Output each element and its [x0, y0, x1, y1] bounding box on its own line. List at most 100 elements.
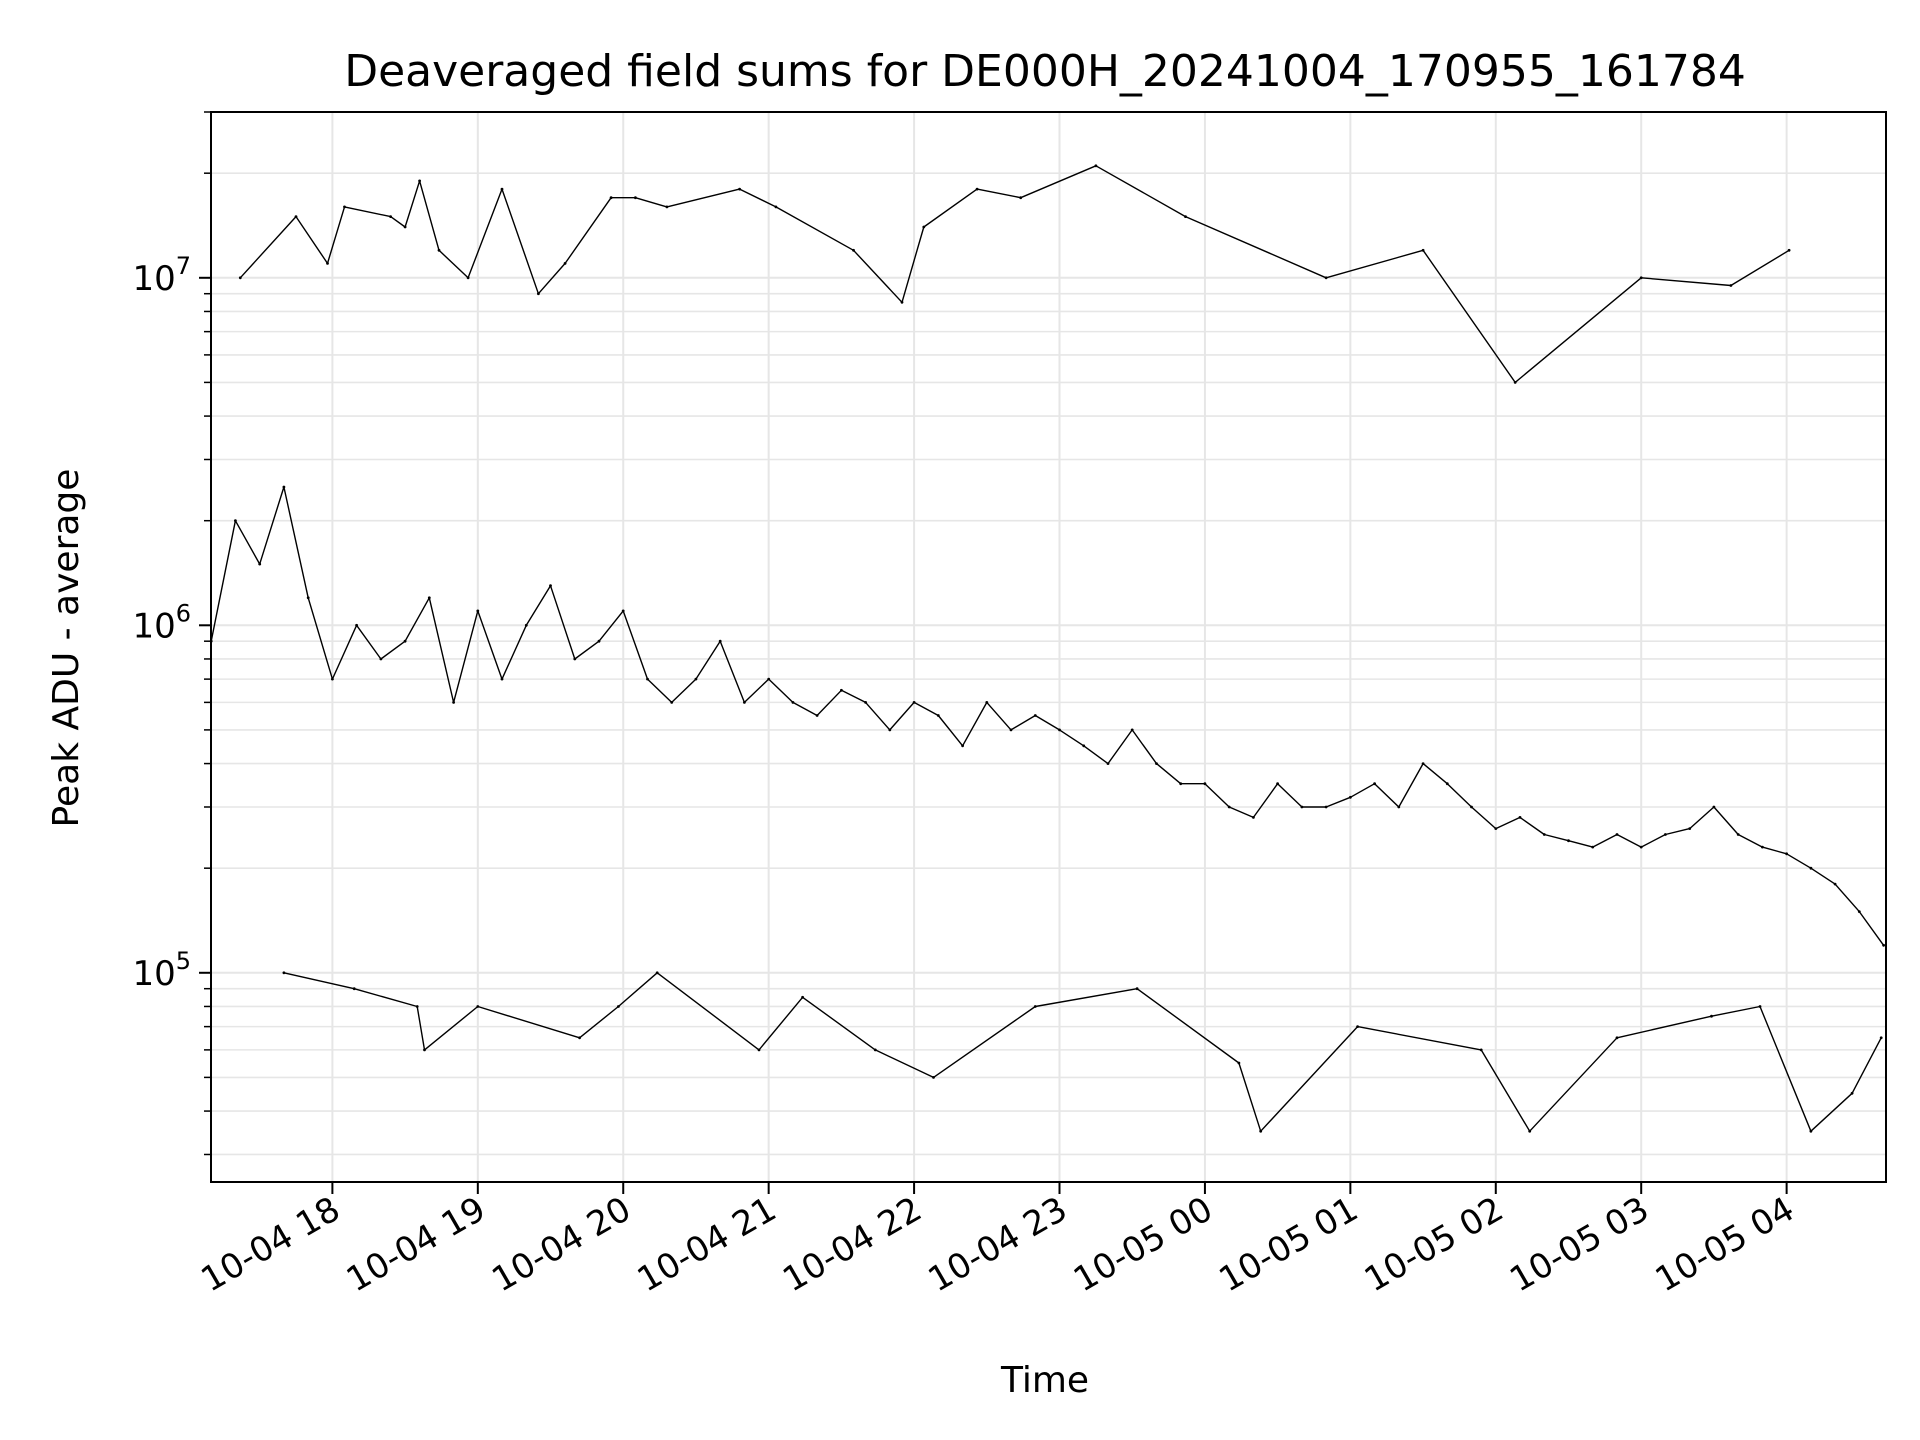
data-point: [1712, 805, 1716, 809]
data-point: [326, 262, 329, 265]
data-point: [900, 300, 904, 304]
data-point: [234, 519, 237, 523]
data-point: [476, 609, 480, 613]
x-tick-label: 10-05 03: [1503, 1189, 1655, 1300]
data-point: [1009, 728, 1013, 732]
data-point: [1135, 987, 1139, 991]
data-point: [694, 677, 698, 681]
data-point: [767, 677, 771, 681]
data-point: [1850, 1091, 1854, 1095]
data-point: [238, 276, 242, 280]
data-point: [1421, 248, 1425, 252]
data-point: [621, 609, 625, 613]
data-point: [549, 584, 552, 588]
data-point: [1252, 816, 1255, 819]
data-point: [1237, 1061, 1241, 1065]
data-point: [389, 215, 392, 219]
data-point: [1639, 845, 1643, 849]
data-point: [1567, 839, 1570, 843]
data-point: [1688, 827, 1692, 830]
data-point: [1591, 845, 1595, 849]
data-point: [1882, 943, 1885, 947]
data-point: [1184, 215, 1187, 219]
data-point: [1528, 1129, 1532, 1133]
grid-lines: [211, 111, 1886, 1182]
data-point: [852, 248, 855, 252]
data-point: [573, 657, 577, 661]
data-point: [665, 205, 669, 209]
data-point: [840, 688, 843, 692]
data-point: [670, 701, 674, 704]
data-point: [743, 701, 746, 704]
data-point: [331, 677, 334, 681]
plot-frame: [210, 111, 1887, 1183]
data-point: [1082, 744, 1086, 748]
data-point: [922, 225, 926, 229]
data-point: [500, 187, 504, 191]
data-point: [1300, 805, 1304, 809]
data-point: [423, 1048, 426, 1052]
data-point: [1349, 795, 1352, 799]
data-point: [427, 596, 431, 600]
data-point: [1324, 276, 1328, 280]
x-tick-label: 10-05 02: [1358, 1189, 1510, 1300]
data-point: [1758, 1005, 1762, 1008]
x-tick-label: 10-04 22: [776, 1189, 928, 1300]
data-point: [352, 987, 356, 991]
series-line-1: [210, 486, 1885, 946]
data-point: [609, 196, 613, 200]
data-point: [646, 677, 649, 681]
data-point: [655, 971, 659, 975]
y-tick-label: 105: [132, 947, 191, 994]
data-point: [1356, 1025, 1359, 1028]
data-point: [597, 639, 601, 643]
data-point: [282, 971, 286, 975]
x-tick-label: 10-04 21: [631, 1189, 783, 1300]
x-tick-label: 10-04 18: [194, 1189, 346, 1300]
data-point: [1615, 833, 1619, 836]
data-point: [1710, 1014, 1713, 1018]
data-point: [437, 248, 441, 252]
data-point: [1809, 866, 1813, 870]
x-tick-label: 10-04 19: [340, 1189, 492, 1300]
y-axis: 105 106 107: [132, 111, 211, 1156]
data-point: [1879, 1036, 1883, 1040]
data-point: [500, 677, 504, 681]
series-line-2: [239, 165, 1790, 384]
data-point: [563, 262, 567, 265]
data-point: [1033, 1005, 1037, 1008]
x-tick-label: 10-04 20: [485, 1189, 637, 1300]
data-point: [888, 728, 892, 732]
chart-title: Deaveraged field sums for DE000H_2024100…: [344, 46, 1746, 97]
data-point: [801, 995, 804, 999]
data-point: [1058, 728, 1061, 732]
data-point: [1518, 816, 1522, 819]
data-point: [791, 701, 795, 704]
data-point: [1542, 833, 1546, 836]
data-point: [1736, 833, 1740, 836]
data-point: [975, 187, 979, 191]
data-point: [873, 1048, 877, 1052]
data-point: [1479, 1048, 1483, 1052]
data-point: [1639, 276, 1643, 280]
data-point: [1857, 910, 1861, 913]
data-point: [1513, 381, 1517, 384]
data-point: [415, 1005, 419, 1008]
data-point: [1227, 805, 1231, 809]
data-point: [343, 205, 346, 209]
data-point: [1203, 782, 1207, 786]
data-point: [537, 292, 540, 296]
data-point: [932, 1076, 935, 1079]
data-point: [1324, 805, 1328, 809]
data-point: [774, 205, 778, 209]
data-point: [1259, 1129, 1263, 1133]
data-point: [1276, 782, 1279, 786]
data-point: [815, 714, 819, 717]
series-layer: [209, 164, 1885, 1133]
data-point: [738, 187, 741, 191]
data-point: [355, 623, 358, 627]
data-point: [1833, 882, 1837, 886]
data-point: [1155, 762, 1158, 765]
